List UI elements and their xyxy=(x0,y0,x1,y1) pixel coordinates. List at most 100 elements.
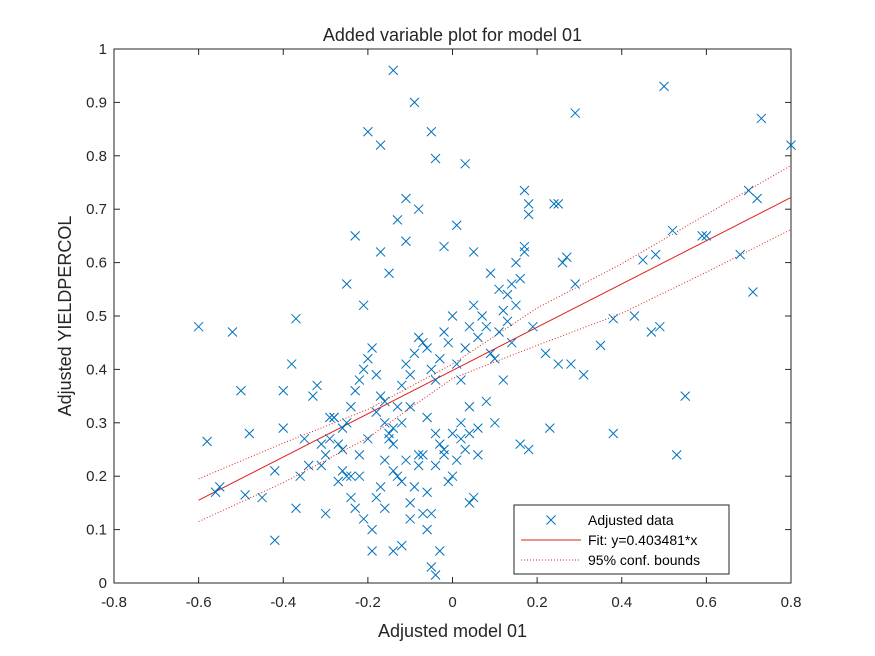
data-point xyxy=(422,412,432,423)
data-point xyxy=(494,327,504,337)
data-point xyxy=(654,321,665,332)
x-tick-label: -0.6 xyxy=(186,594,212,611)
data-point xyxy=(405,401,416,412)
data-point xyxy=(553,199,564,209)
data-points xyxy=(193,65,796,580)
conf-lower-bound xyxy=(198,229,792,523)
data-point xyxy=(498,375,509,385)
data-point xyxy=(375,482,386,492)
data-point xyxy=(278,423,289,433)
x-tick-label: -0.2 xyxy=(355,594,381,611)
data-point xyxy=(786,140,796,150)
data-point xyxy=(477,311,487,321)
data-point xyxy=(680,391,691,401)
data-point xyxy=(439,241,449,252)
data-point xyxy=(303,460,314,471)
data-point xyxy=(371,369,382,380)
data-point xyxy=(473,449,483,460)
data-point xyxy=(346,492,356,503)
legend: Adjusted data Fit: y=0.403481*x 95% conf. … xyxy=(513,504,730,575)
data-point xyxy=(447,471,458,482)
data-point xyxy=(443,476,454,487)
data-point xyxy=(240,490,251,500)
data-point xyxy=(638,255,648,265)
x-tick-label: 0.6 xyxy=(696,594,717,611)
data-point xyxy=(346,401,356,412)
data-point xyxy=(337,423,348,433)
data-point xyxy=(426,508,437,519)
data-point xyxy=(701,231,712,241)
chart-title: Added variable plot for model 01 xyxy=(323,25,582,45)
y-tick-label: 0.8 xyxy=(86,148,107,165)
data-point xyxy=(464,321,475,332)
data-point xyxy=(735,249,746,260)
data-point xyxy=(379,396,390,407)
data-point xyxy=(405,514,416,524)
x-axis-label: Adjusted model 01 xyxy=(378,621,527,641)
data-point xyxy=(447,428,458,439)
data-point xyxy=(464,498,475,508)
data-point xyxy=(337,444,348,455)
data-point xyxy=(434,439,445,450)
data-point xyxy=(350,385,361,396)
y-tick-label: 0.5 xyxy=(86,308,107,325)
data-point xyxy=(324,433,335,444)
data-point xyxy=(570,279,581,289)
data-point xyxy=(202,436,212,447)
x-tick-label: -0.8 xyxy=(101,594,127,611)
data-point xyxy=(481,321,492,332)
data-point xyxy=(418,337,428,348)
data-point xyxy=(367,546,377,556)
data-point xyxy=(511,257,521,268)
legend-item: 95% conf. bounds xyxy=(521,552,700,568)
y-tick-label: 0.4 xyxy=(86,361,107,378)
data-point xyxy=(506,337,517,348)
data-point xyxy=(430,375,441,385)
data-point xyxy=(401,359,411,369)
data-point xyxy=(748,287,758,297)
data-point xyxy=(350,503,361,514)
data-point xyxy=(544,423,555,433)
data-point xyxy=(193,321,204,332)
data-point xyxy=(295,471,306,482)
data-point xyxy=(464,428,475,439)
data-point xyxy=(333,476,344,487)
data-point xyxy=(426,364,437,375)
data-point xyxy=(236,385,246,396)
data-point xyxy=(379,503,390,514)
data-point xyxy=(523,444,534,455)
data-point xyxy=(405,498,416,508)
data-point xyxy=(468,247,479,257)
data-point xyxy=(354,471,365,482)
data-point xyxy=(392,401,403,412)
data-point xyxy=(494,284,504,295)
data-point xyxy=(426,126,437,137)
data-point xyxy=(671,449,682,460)
data-point xyxy=(430,428,441,439)
data-point xyxy=(379,455,390,466)
y-tick-label: 0.7 xyxy=(86,201,107,218)
data-point xyxy=(341,471,352,482)
data-point xyxy=(468,492,479,503)
data-point xyxy=(396,540,407,551)
data-point xyxy=(409,97,420,108)
data-point xyxy=(337,466,348,476)
data-point xyxy=(456,375,466,385)
data-point xyxy=(422,487,432,498)
data-point xyxy=(608,428,619,439)
data-point xyxy=(392,471,403,482)
data-point xyxy=(489,417,500,428)
data-point xyxy=(743,185,754,196)
data-point xyxy=(388,546,399,556)
data-point xyxy=(371,492,382,503)
data-point xyxy=(354,375,365,385)
data-point xyxy=(396,417,407,428)
data-point xyxy=(523,199,534,209)
legend-item: Fit: y=0.403481*x xyxy=(521,532,697,548)
x-tick-label: 0.4 xyxy=(611,594,632,611)
data-point xyxy=(358,300,369,311)
data-point xyxy=(269,466,280,476)
data-point xyxy=(502,289,513,300)
data-point xyxy=(557,257,568,268)
data-point xyxy=(667,225,678,236)
